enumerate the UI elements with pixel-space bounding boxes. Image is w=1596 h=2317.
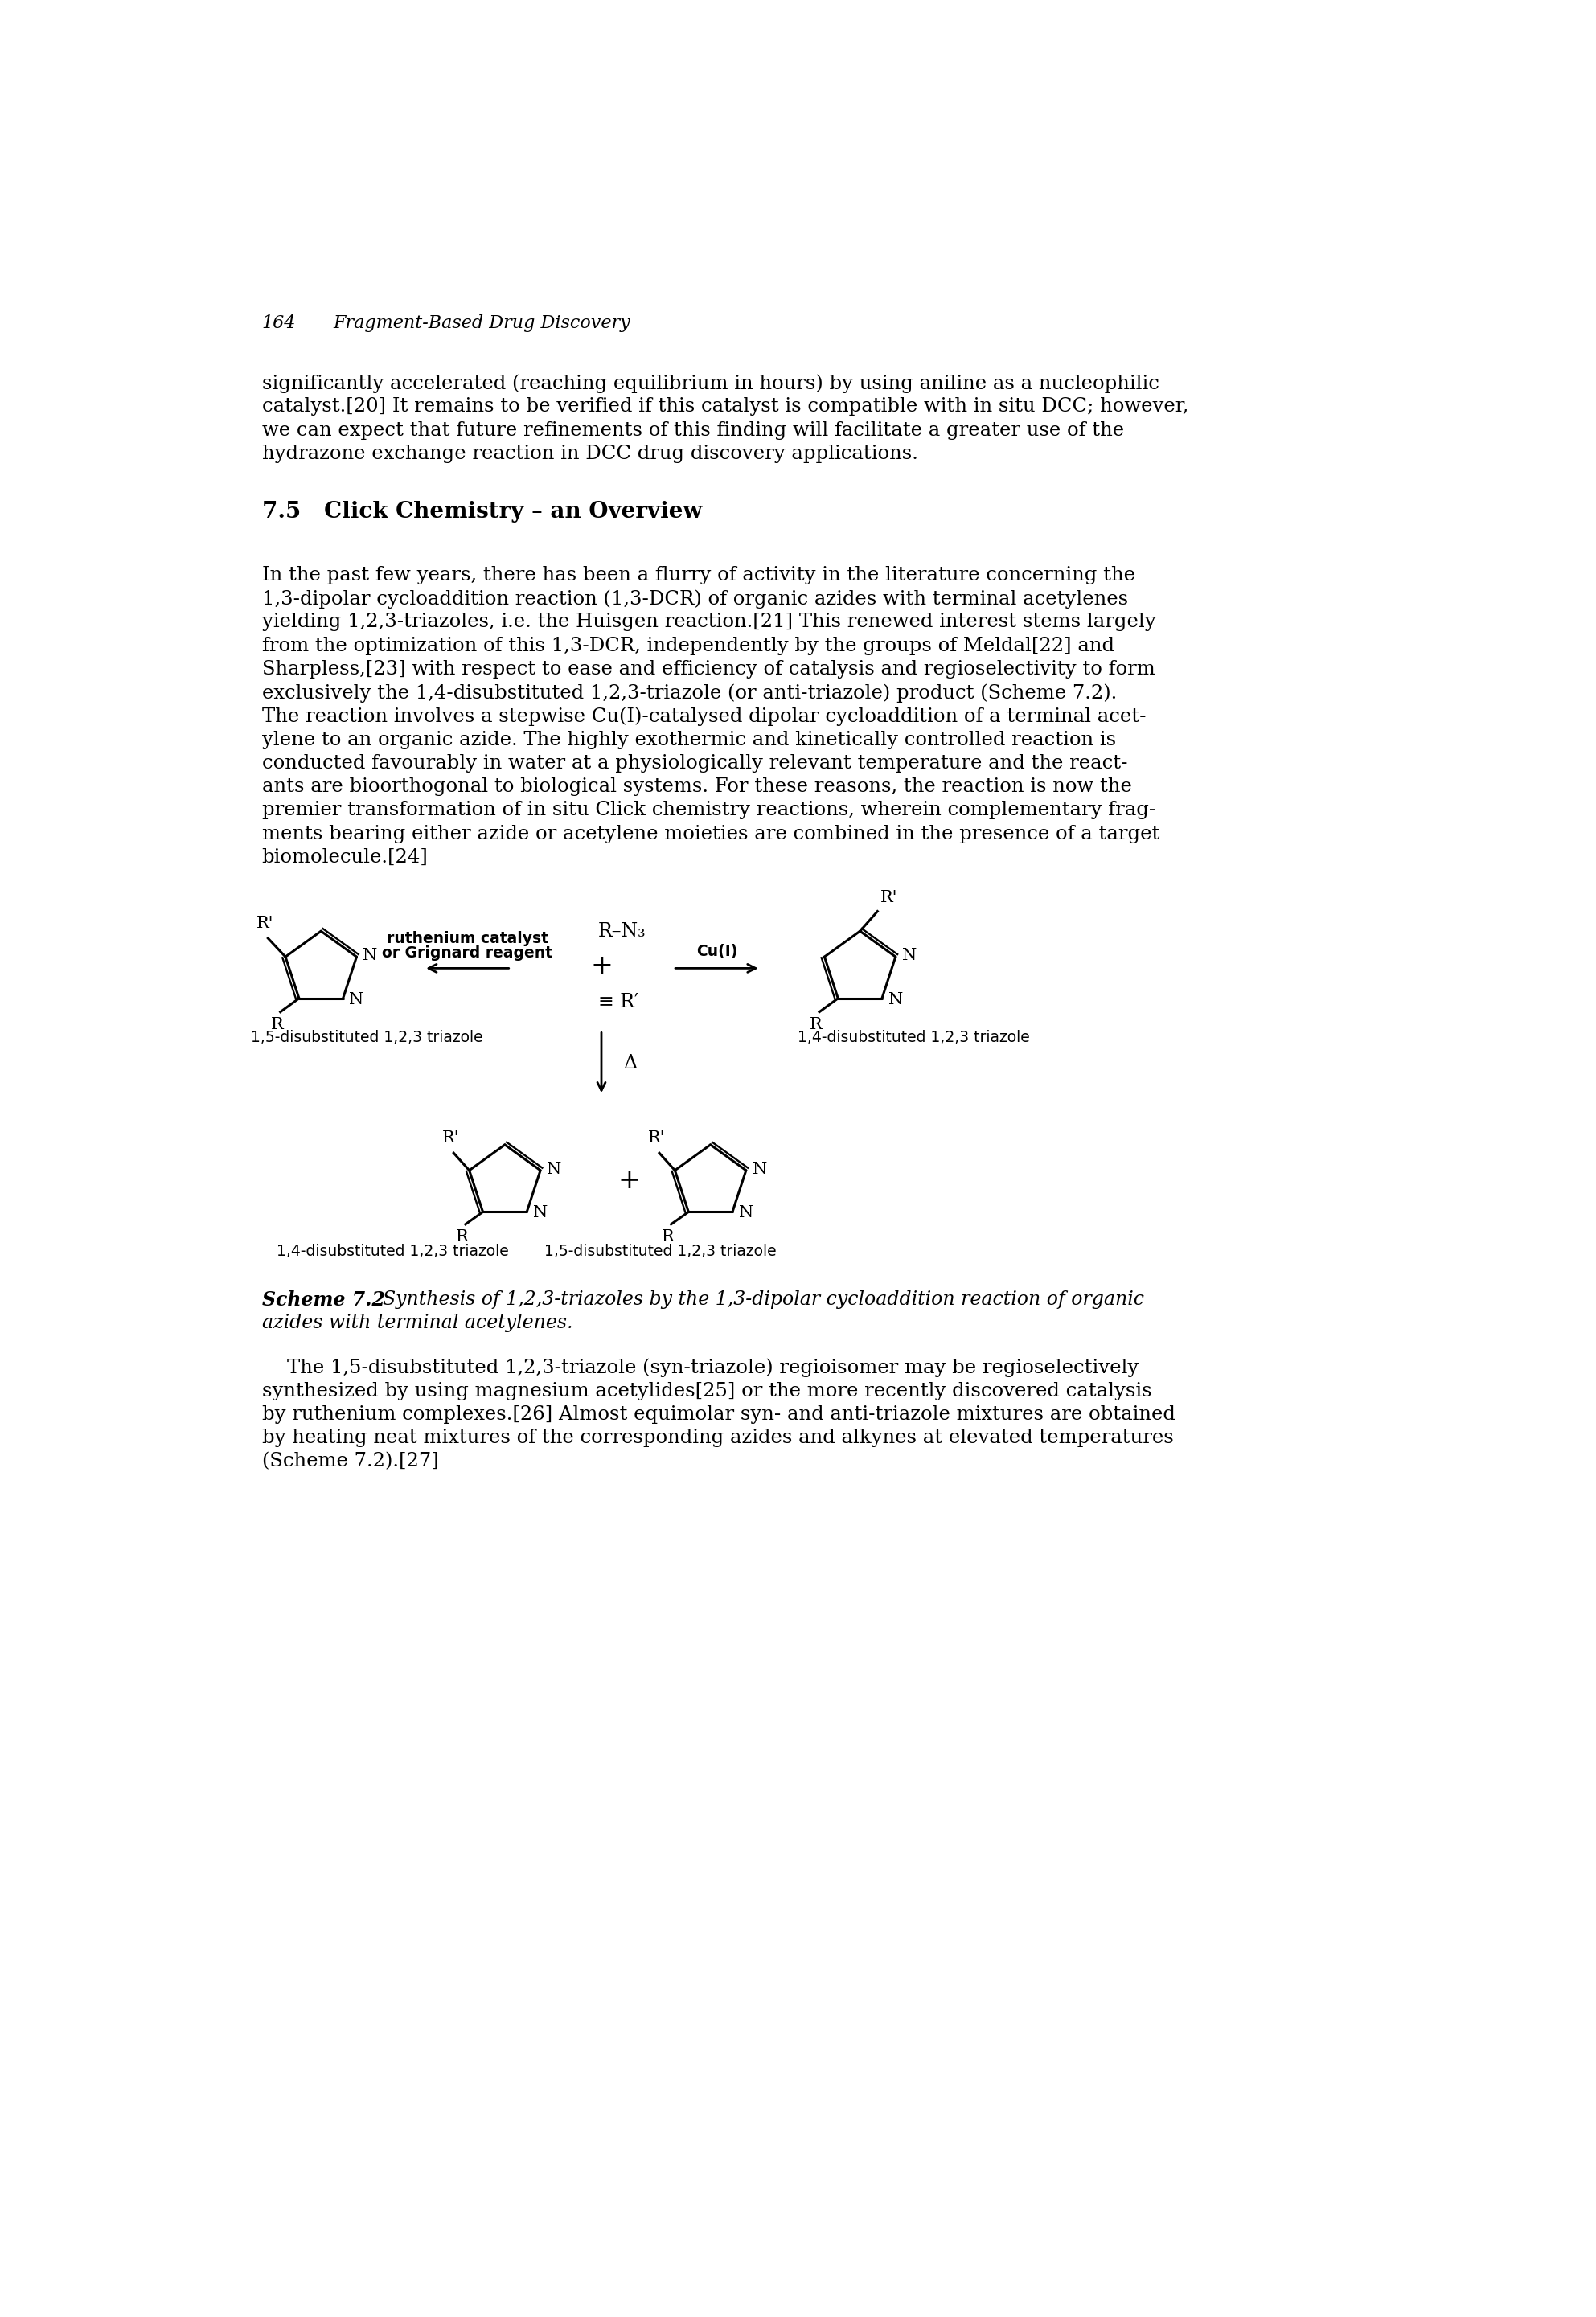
- Text: 7.5   Click Chemistry – an Overview: 7.5 Click Chemistry – an Overview: [262, 500, 702, 524]
- Text: 1,4-disubstituted 1,2,3 triazole: 1,4-disubstituted 1,2,3 triazole: [798, 1031, 1029, 1045]
- Text: azides with terminal acetylenes.: azides with terminal acetylenes.: [262, 1314, 573, 1332]
- Text: The reaction involves a stepwise Cu(I)-catalysed dipolar cycloaddition of a term: The reaction involves a stepwise Cu(I)-c…: [262, 707, 1146, 725]
- Text: Synthesis of 1,2,3-triazoles by the 1,3-dipolar cycloaddition reaction of organi: Synthesis of 1,2,3-triazoles by the 1,3-…: [370, 1291, 1144, 1309]
- Text: synthesized by using magnesium acetylides[25] or the more recently discovered ca: synthesized by using magnesium acetylide…: [262, 1381, 1152, 1399]
- Text: by ruthenium complexes.[26] Almost equimolar syn- and anti-triazole mixtures are: by ruthenium complexes.[26] Almost equim…: [262, 1406, 1175, 1425]
- Text: 164: 164: [262, 313, 295, 331]
- Text: conducted favourably in water at a physiologically relevant temperature and the : conducted favourably in water at a physi…: [262, 753, 1127, 772]
- Text: +: +: [618, 1168, 640, 1193]
- Text: R': R': [881, 890, 899, 906]
- Text: N: N: [752, 1161, 768, 1177]
- Text: N: N: [902, 948, 916, 964]
- Text: Cu(I): Cu(I): [696, 943, 737, 959]
- Text: ments bearing either azide or acetylene moieties are combined in the presence of: ments bearing either azide or acetylene …: [262, 825, 1159, 843]
- Text: ≡ R′: ≡ R′: [598, 994, 638, 1013]
- Text: N: N: [739, 1205, 753, 1221]
- Text: R: R: [809, 1017, 822, 1031]
- Text: yielding 1,2,3-triazoles, i.e. the Huisgen reaction.[21] This renewed interest s: yielding 1,2,3-triazoles, i.e. the Huisg…: [262, 614, 1156, 633]
- Text: Fragment-Based Drug Discovery: Fragment-Based Drug Discovery: [334, 313, 630, 331]
- Text: R: R: [456, 1230, 469, 1244]
- Text: ylene to an organic azide. The highly exothermic and kinetically controlled reac: ylene to an organic azide. The highly ex…: [262, 730, 1116, 748]
- Text: (Scheme 7.2).[27]: (Scheme 7.2).[27]: [262, 1453, 439, 1471]
- Text: premier transformation of in situ Click chemistry reactions, wherein complementa: premier transformation of in situ Click …: [262, 802, 1156, 820]
- Text: Sharpless,[23] with respect to ease and efficiency of catalysis and regioselecti: Sharpless,[23] with respect to ease and …: [262, 660, 1156, 679]
- Text: we can expect that future refinements of this finding will facilitate a greater : we can expect that future refinements of…: [262, 422, 1124, 440]
- Text: R': R': [648, 1131, 666, 1145]
- Text: +: +: [591, 955, 613, 980]
- Text: ants are bioorthogonal to biological systems. For these reasons, the reaction is: ants are bioorthogonal to biological sys…: [262, 779, 1132, 797]
- Text: or Grignard reagent: or Grignard reagent: [381, 945, 552, 962]
- Text: 1,3-dipolar cycloaddition reaction (1,3-DCR) of organic azides with terminal ace: 1,3-dipolar cycloaddition reaction (1,3-…: [262, 589, 1128, 609]
- Text: R–N₃: R–N₃: [598, 922, 646, 941]
- Text: N: N: [362, 948, 378, 964]
- Text: ruthenium catalyst: ruthenium catalyst: [386, 931, 549, 945]
- Text: In the past few years, there has been a flurry of activity in the literature con: In the past few years, there has been a …: [262, 565, 1135, 584]
- Text: significantly accelerated (reaching equilibrium in hours) by using aniline as a : significantly accelerated (reaching equi…: [262, 373, 1159, 394]
- Text: R: R: [271, 1017, 284, 1031]
- Text: by heating neat mixtures of the corresponding azides and alkynes at elevated tem: by heating neat mixtures of the correspo…: [262, 1430, 1173, 1448]
- Text: R': R': [257, 915, 273, 931]
- Text: N: N: [350, 992, 364, 1008]
- Text: biomolecule.[24]: biomolecule.[24]: [262, 848, 428, 867]
- Text: Δ: Δ: [622, 1054, 637, 1073]
- Text: Scheme 7.2: Scheme 7.2: [262, 1291, 385, 1309]
- Text: N: N: [533, 1205, 547, 1221]
- Text: 1,4-disubstituted 1,2,3 triazole: 1,4-disubstituted 1,2,3 triazole: [276, 1244, 509, 1258]
- Text: exclusively the 1,4-disubstituted 1,2,3-triazole (or anti-triazole) product (Sch: exclusively the 1,4-disubstituted 1,2,3-…: [262, 684, 1117, 702]
- Text: N: N: [889, 992, 903, 1008]
- Text: 1,5-disubstituted 1,2,3 triazole: 1,5-disubstituted 1,2,3 triazole: [251, 1031, 484, 1045]
- Text: The 1,5-disubstituted 1,2,3-triazole (syn-triazole) regioisomer may be regiosele: The 1,5-disubstituted 1,2,3-triazole (sy…: [262, 1358, 1138, 1376]
- Text: R': R': [442, 1131, 460, 1145]
- Text: N: N: [546, 1161, 562, 1177]
- Text: 1,5-disubstituted 1,2,3 triazole: 1,5-disubstituted 1,2,3 triazole: [544, 1244, 777, 1258]
- Text: R: R: [662, 1230, 674, 1244]
- Text: catalyst.[20] It remains to be verified if this catalyst is compatible with in s: catalyst.[20] It remains to be verified …: [262, 399, 1189, 417]
- Text: hydrazone exchange reaction in DCC drug discovery applications.: hydrazone exchange reaction in DCC drug …: [262, 445, 918, 463]
- Text: from the optimization of this 1,3-DCR, independently by the groups of Meldal[22]: from the optimization of this 1,3-DCR, i…: [262, 637, 1114, 656]
